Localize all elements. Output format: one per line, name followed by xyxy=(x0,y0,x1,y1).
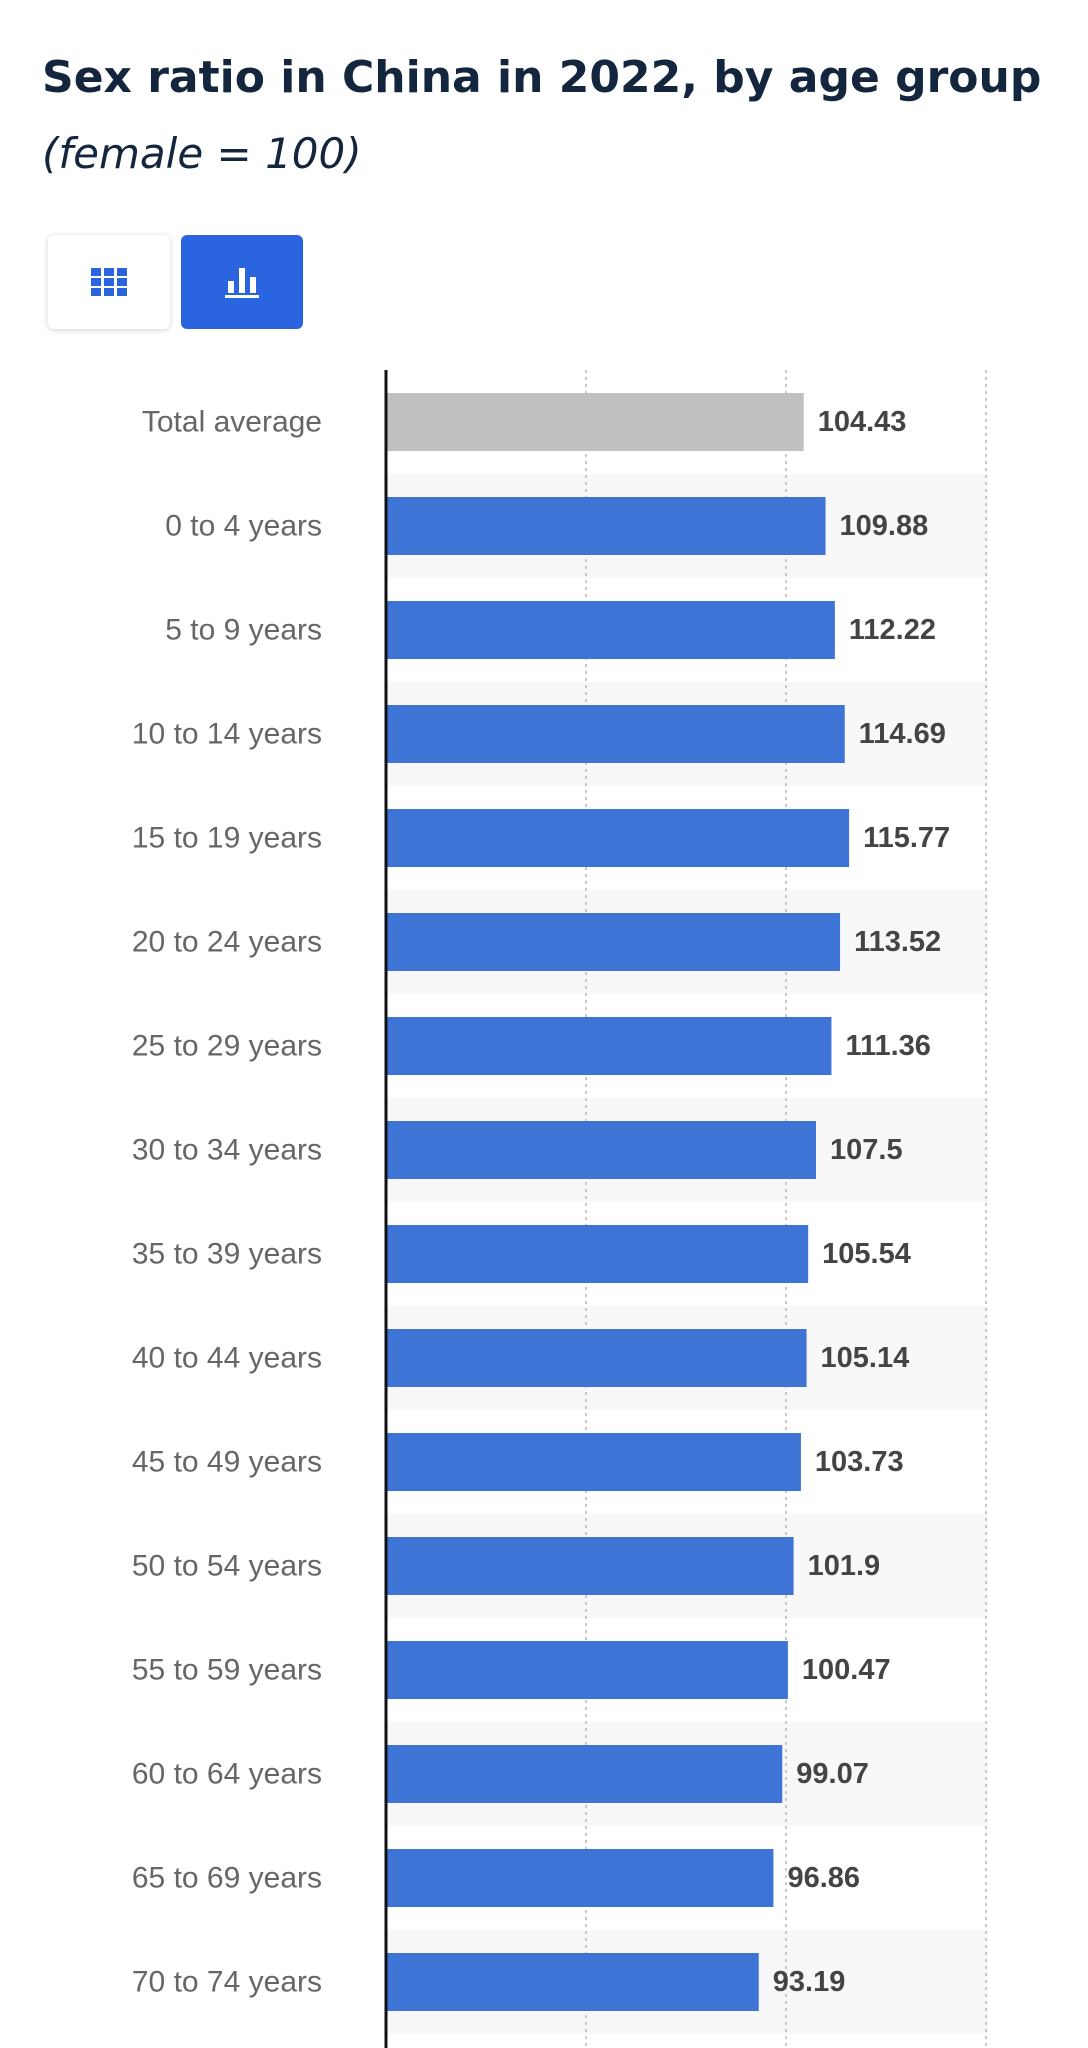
bar xyxy=(386,1953,759,2011)
category-label: 5 to 9 years xyxy=(165,614,322,647)
category-label: 70 to 74 years xyxy=(132,1966,322,1999)
bar xyxy=(386,1537,794,1595)
value-label: 105.14 xyxy=(821,1342,910,1374)
bar xyxy=(386,1745,783,1803)
category-label: 10 to 14 years xyxy=(132,718,322,751)
bar-chart-icon xyxy=(225,268,259,298)
category-label: 45 to 49 years xyxy=(132,1446,322,1479)
bar xyxy=(386,705,845,763)
value-label: 114.69 xyxy=(859,718,946,750)
bar xyxy=(386,393,804,451)
category-label: 35 to 39 years xyxy=(132,1238,322,1271)
chart-title: Sex ratio in China in 2022, by age group xyxy=(42,52,1042,103)
category-label: 20 to 24 years xyxy=(132,926,322,959)
category-label: 25 to 29 years xyxy=(132,1030,322,1063)
grid-icon xyxy=(91,268,127,296)
category-label: 0 to 4 years xyxy=(165,510,322,543)
bar xyxy=(386,1329,807,1387)
bar xyxy=(386,1849,774,1907)
value-label: 113.52 xyxy=(854,926,941,958)
category-label: 15 to 19 years xyxy=(132,822,322,855)
value-label: 105.54 xyxy=(822,1238,911,1270)
category-label: Total average xyxy=(142,406,322,439)
value-label: 111.36 xyxy=(845,1030,931,1062)
value-label: 100.47 xyxy=(802,1654,891,1686)
category-label: 50 to 54 years xyxy=(132,1550,322,1583)
category-label: 55 to 59 years xyxy=(132,1654,322,1687)
bar xyxy=(386,1225,809,1283)
bar xyxy=(386,1641,788,1699)
value-label: 104.43 xyxy=(818,406,907,438)
bar xyxy=(386,601,835,659)
value-label: 99.07 xyxy=(796,1758,869,1790)
value-label: 107.5 xyxy=(830,1134,903,1166)
category-label: 40 to 44 years xyxy=(132,1342,322,1375)
value-label: 103.73 xyxy=(815,1446,904,1478)
value-label: 109.88 xyxy=(840,510,929,542)
table-view-button[interactable] xyxy=(48,235,170,329)
chart-subtitle: (female = 100) xyxy=(42,129,362,178)
value-label: 93.19 xyxy=(773,1966,846,1998)
value-label: 112.22 xyxy=(849,614,936,646)
bar xyxy=(386,1017,832,1075)
bar xyxy=(386,1121,816,1179)
category-label: 60 to 64 years xyxy=(132,1758,322,1791)
bar xyxy=(386,809,850,867)
value-label: 115.77 xyxy=(863,822,950,854)
bar xyxy=(386,1433,801,1491)
bar xyxy=(386,913,841,971)
category-label: 30 to 34 years xyxy=(132,1134,322,1167)
value-label: 96.86 xyxy=(787,1862,860,1894)
bar-chart: Total average 104.43 0 to 4 years 109.88 5 t… xyxy=(132,370,988,2048)
chart-view-button[interactable] xyxy=(181,235,303,329)
category-label: 65 to 69 years xyxy=(132,1862,322,1895)
value-label: 101.9 xyxy=(808,1550,881,1582)
bar xyxy=(386,497,826,555)
